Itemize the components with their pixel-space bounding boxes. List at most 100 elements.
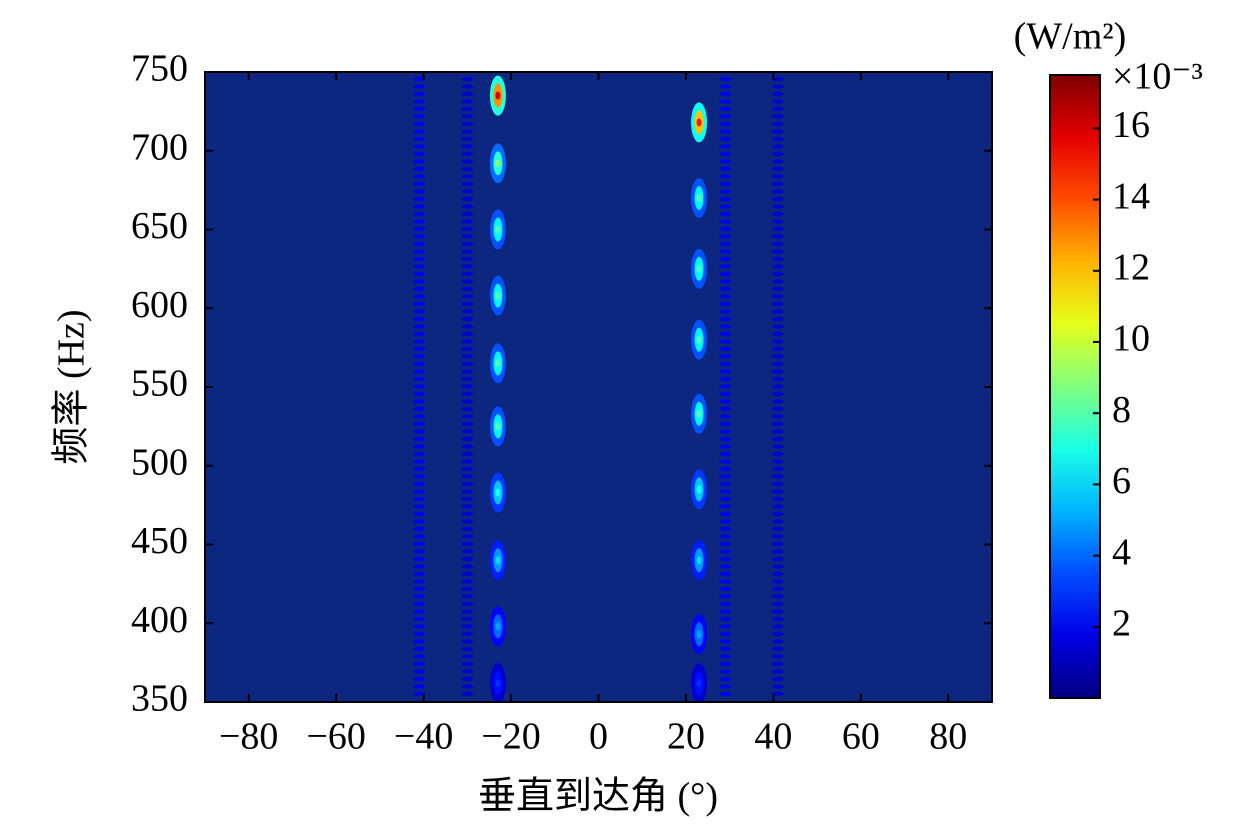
faint-ripple (771, 129, 784, 134)
faint-ripple (413, 361, 426, 367)
faint-ripple (771, 564, 784, 569)
faint-ripple (771, 84, 784, 89)
faint-ripple (719, 174, 732, 179)
faint-ripple (461, 616, 474, 622)
faint-ripple (461, 481, 474, 487)
colorbar-tick-label: 14 (1112, 175, 1150, 217)
x-tick-label: −80 (219, 716, 278, 758)
faint-ripple (413, 279, 426, 284)
faint-ripple (719, 496, 732, 502)
faint-ripple (413, 391, 426, 397)
y-tick-label: 600 (131, 284, 188, 326)
x-tick-label: 20 (667, 716, 705, 758)
peak-center (696, 485, 702, 494)
faint-ripple (719, 144, 732, 149)
colorbar-tick-label: 8 (1112, 389, 1131, 431)
faint-ripple (461, 114, 474, 119)
faint-ripple (461, 256, 474, 262)
faint-ripple (771, 684, 784, 689)
faint-ripple (719, 181, 732, 187)
peak-center (495, 225, 501, 234)
faint-ripple (719, 324, 732, 329)
faint-ripple (771, 534, 784, 539)
faint-ripple (771, 571, 784, 577)
faint-ripple (413, 346, 426, 352)
faint-ripple (719, 204, 732, 209)
faint-ripple (413, 526, 426, 532)
faint-ripple (719, 399, 732, 404)
faint-ripple (461, 294, 474, 299)
faint-ripple (719, 346, 732, 352)
faint-ripple (413, 189, 426, 194)
faint-ripple (413, 594, 426, 599)
faint-ripple (771, 391, 784, 397)
faint-ripple (771, 661, 784, 667)
faint-ripple (719, 579, 732, 584)
faint-ripple (771, 219, 784, 224)
faint-ripple (461, 241, 474, 247)
faint-ripple (461, 219, 474, 224)
faint-ripple (413, 586, 426, 592)
faint-ripple (719, 76, 732, 82)
peak-center (696, 409, 702, 418)
faint-ripple (461, 361, 474, 367)
faint-ripple (413, 84, 426, 89)
faint-ripple (719, 121, 732, 127)
peak-center (495, 291, 501, 300)
faint-ripple (719, 376, 732, 382)
faint-ripple (461, 144, 474, 149)
faint-ripple (771, 174, 784, 179)
faint-ripple (461, 399, 474, 404)
faint-ripple (771, 76, 784, 82)
x-tick-label: 0 (589, 716, 608, 758)
faint-ripple (413, 151, 426, 157)
faint-ripple (719, 511, 732, 517)
faint-ripple (461, 684, 474, 689)
faint-ripple (719, 444, 732, 449)
faint-ripple (461, 129, 474, 134)
faint-ripple (413, 654, 426, 659)
faint-ripple (413, 541, 426, 547)
faint-ripple (413, 99, 426, 104)
faint-ripple (413, 286, 426, 292)
faint-ripple (771, 151, 784, 157)
faint-ripple (413, 106, 426, 112)
colorbar-tick-label: 12 (1112, 247, 1150, 289)
faint-ripple (719, 451, 732, 457)
faint-ripple (413, 504, 426, 509)
faint-ripple (461, 489, 474, 494)
faint-ripple (413, 121, 426, 127)
faint-ripple (719, 534, 732, 539)
faint-ripple (413, 684, 426, 689)
faint-ripple (719, 601, 732, 607)
faint-ripple (461, 579, 474, 584)
faint-ripple (719, 556, 732, 562)
faint-ripple (771, 639, 784, 644)
faint-ripple (461, 346, 474, 352)
faint-ripple (461, 384, 474, 389)
faint-ripple (413, 489, 426, 494)
faint-ripple (719, 279, 732, 284)
faint-ripple (461, 151, 474, 157)
faint-ripple (719, 406, 732, 412)
faint-ripple (413, 496, 426, 502)
faint-ripple (719, 436, 732, 442)
faint-ripple (719, 129, 732, 134)
x-axis-label: 垂直到达角 (°) (478, 776, 718, 818)
faint-ripple (771, 204, 784, 209)
faint-ripple (771, 646, 784, 652)
faint-ripple (413, 646, 426, 652)
faint-ripple (771, 331, 784, 337)
y-axis-label: 频率 (Hz) (51, 309, 93, 464)
faint-ripple (771, 159, 784, 164)
faint-ripple (771, 489, 784, 494)
faint-ripple (413, 414, 426, 419)
faint-ripple (771, 504, 784, 509)
faint-ripple (719, 594, 732, 599)
faint-ripple (413, 691, 426, 697)
faint-ripple (413, 76, 426, 82)
faint-ripple (771, 301, 784, 307)
faint-ripple (461, 444, 474, 449)
faint-ripple (413, 556, 426, 562)
faint-ripple (771, 459, 784, 464)
